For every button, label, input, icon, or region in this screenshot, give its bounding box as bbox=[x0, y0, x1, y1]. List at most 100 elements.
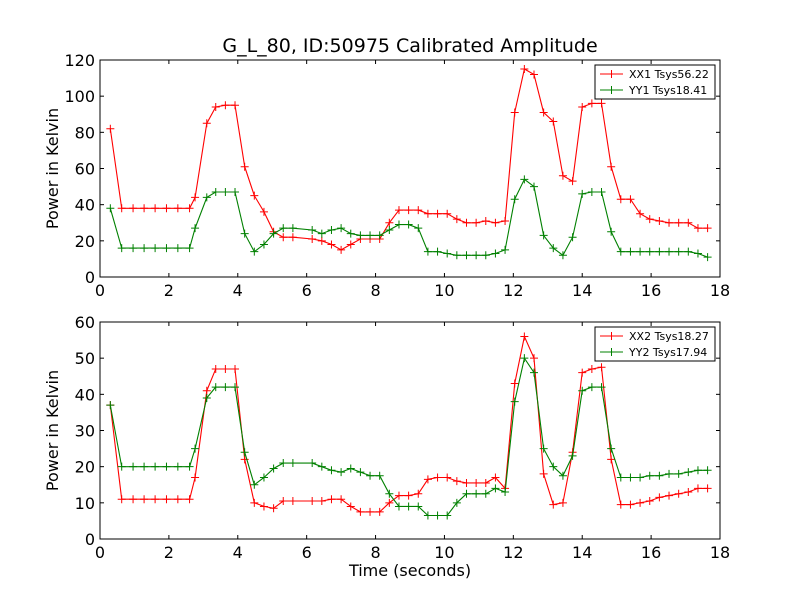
x-tick-label: 8 bbox=[370, 281, 380, 300]
y-tick-label: 40 bbox=[75, 196, 95, 215]
x-axis-title: Time (seconds) bbox=[348, 561, 471, 580]
data-point bbox=[385, 225, 394, 234]
data-point bbox=[703, 253, 712, 262]
data-point bbox=[636, 498, 645, 507]
data-point bbox=[375, 231, 384, 240]
data-point bbox=[317, 229, 326, 238]
data-point bbox=[327, 495, 336, 504]
data-point bbox=[308, 459, 317, 468]
data-point bbox=[433, 247, 442, 256]
data-point bbox=[578, 368, 587, 377]
legend-swatch-marker bbox=[607, 348, 616, 356]
data-point bbox=[191, 224, 200, 233]
data-point bbox=[140, 244, 149, 253]
data-point bbox=[645, 497, 654, 506]
x-tick-label: 16 bbox=[641, 281, 661, 300]
y-tick-label: 120 bbox=[64, 51, 95, 70]
data-point bbox=[317, 497, 326, 506]
x-tick-label: 2 bbox=[164, 543, 174, 562]
data-point bbox=[549, 117, 558, 126]
data-point bbox=[549, 500, 558, 509]
data-point bbox=[655, 493, 664, 502]
series-1 bbox=[106, 332, 712, 516]
data-point bbox=[191, 473, 200, 482]
data-point bbox=[665, 491, 674, 500]
data-point bbox=[645, 215, 654, 224]
data-point bbox=[665, 247, 674, 256]
data-point bbox=[151, 204, 160, 213]
data-point bbox=[501, 216, 510, 225]
data-point bbox=[346, 502, 355, 511]
legend-label: YY2 Tsys17.94 bbox=[628, 346, 707, 359]
data-point bbox=[151, 462, 160, 471]
data-point bbox=[211, 103, 220, 112]
data-point bbox=[510, 108, 519, 117]
data-point bbox=[491, 473, 500, 482]
x-tick-label: 12 bbox=[503, 281, 523, 300]
data-point bbox=[491, 484, 500, 493]
data-point bbox=[520, 175, 529, 184]
data-point bbox=[530, 354, 538, 363]
data-point bbox=[337, 224, 346, 233]
bottom-plot: 0 2 4 6 8 10 12 14 16 18 0 10 20 30 40 50 60 Power in Kel… bbox=[43, 313, 730, 580]
data-point bbox=[558, 251, 567, 260]
data-point bbox=[626, 473, 635, 482]
data-point bbox=[279, 233, 288, 242]
data-point bbox=[129, 462, 138, 471]
data-point bbox=[117, 495, 126, 504]
data-point bbox=[106, 124, 115, 133]
data-point bbox=[607, 444, 616, 453]
data-point bbox=[414, 489, 423, 498]
legend: XX2 Tsys18.27 YY2 Tsys17.94 bbox=[594, 326, 716, 362]
x-tick-label: 10 bbox=[434, 543, 454, 562]
data-point bbox=[279, 497, 288, 506]
data-point bbox=[162, 495, 171, 504]
data-point bbox=[221, 101, 230, 110]
data-point bbox=[140, 204, 149, 213]
data-point bbox=[433, 511, 442, 520]
data-point bbox=[129, 495, 138, 504]
data-point bbox=[337, 245, 346, 254]
data-point bbox=[510, 397, 519, 406]
data-point bbox=[568, 451, 577, 460]
data-point bbox=[185, 244, 194, 253]
data-point bbox=[366, 231, 375, 240]
x-tick-label: 18 bbox=[710, 543, 730, 562]
data-point bbox=[472, 218, 481, 227]
data-point bbox=[636, 473, 645, 482]
y-tick-label: 0 bbox=[85, 530, 95, 549]
data-point bbox=[346, 240, 355, 249]
data-point bbox=[587, 188, 596, 197]
data-point bbox=[539, 231, 548, 240]
data-point bbox=[202, 393, 211, 402]
x-tick-label: 16 bbox=[641, 543, 661, 562]
data-point bbox=[520, 65, 529, 74]
y-tick-label: 100 bbox=[64, 87, 95, 106]
data-point bbox=[394, 206, 403, 215]
data-point bbox=[240, 162, 249, 171]
y-tick-label: 80 bbox=[75, 123, 95, 142]
y-tick-label: 20 bbox=[75, 232, 95, 251]
data-point bbox=[375, 507, 384, 516]
data-point bbox=[185, 204, 194, 213]
data-point bbox=[539, 444, 548, 453]
data-point bbox=[645, 471, 654, 480]
data-point bbox=[279, 224, 288, 233]
y-tick-label: 60 bbox=[75, 313, 95, 332]
data-point bbox=[414, 224, 423, 233]
data-point bbox=[636, 209, 645, 218]
data-point bbox=[597, 383, 606, 392]
data-point bbox=[423, 247, 432, 256]
data-point bbox=[549, 462, 558, 471]
data-point bbox=[327, 466, 336, 475]
data-point bbox=[366, 507, 375, 516]
data-point bbox=[655, 247, 664, 256]
data-point bbox=[250, 247, 259, 256]
data-point bbox=[151, 244, 160, 253]
data-point bbox=[423, 475, 432, 484]
data-point bbox=[472, 251, 481, 260]
data-point bbox=[269, 464, 278, 473]
data-point bbox=[520, 332, 529, 341]
data-point bbox=[433, 473, 442, 482]
y-tick-label: 20 bbox=[75, 458, 95, 477]
